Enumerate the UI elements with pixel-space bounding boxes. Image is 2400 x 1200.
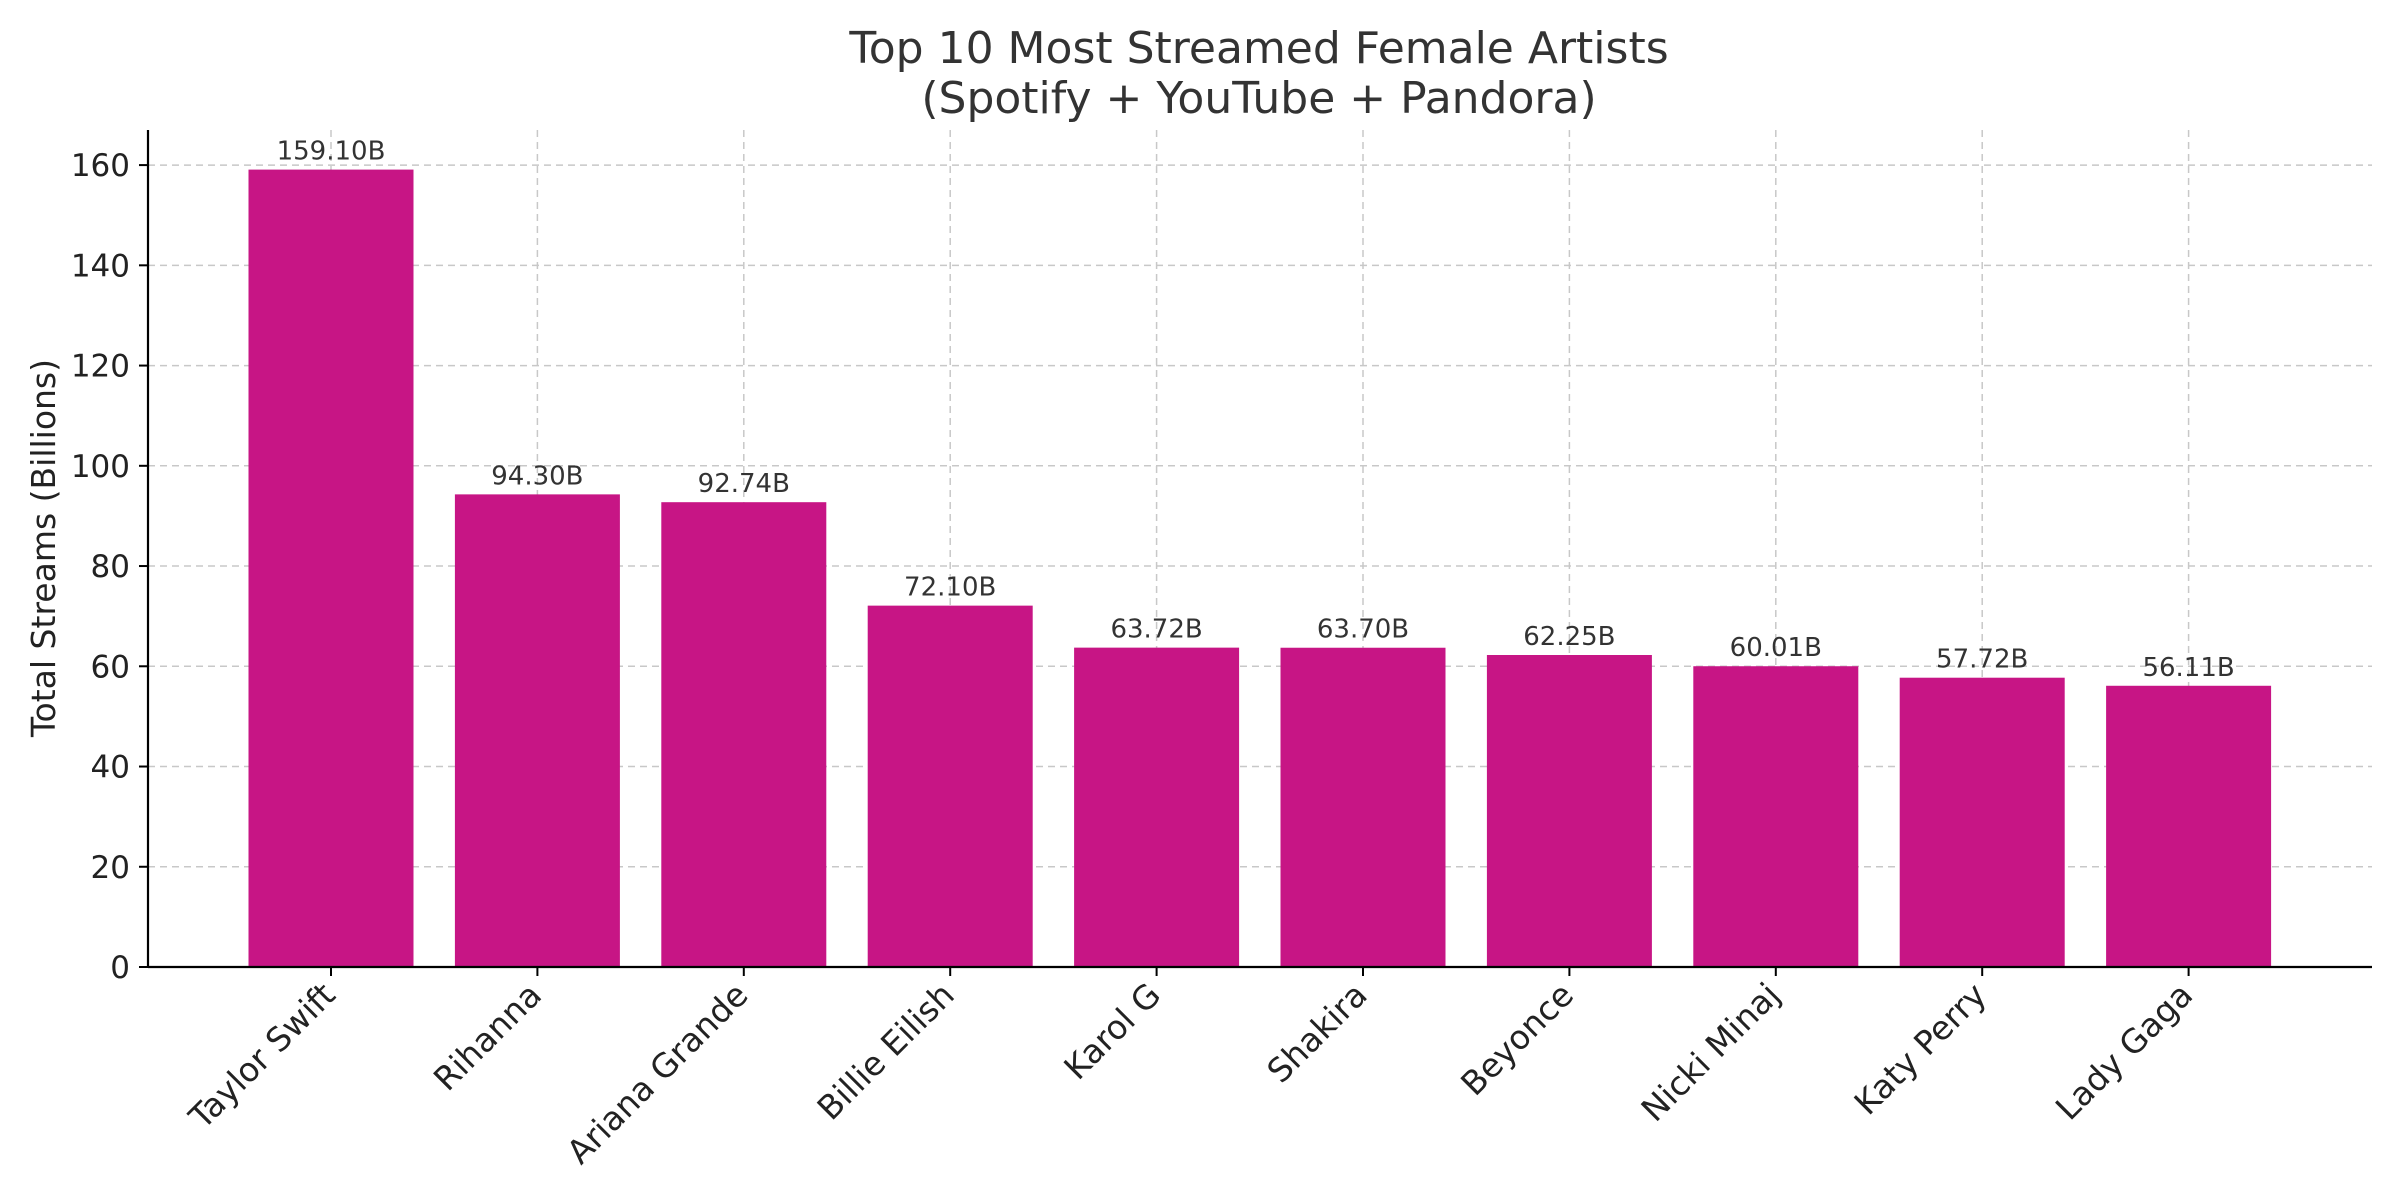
chart-title-line-1: Top 10 Most Streamed Female Artists	[848, 23, 1668, 74]
axes	[146, 130, 2372, 969]
x-tick-label: Beyonce	[1453, 975, 1581, 1103]
bar-value-label: 63.70B	[1317, 615, 1409, 645]
bar-value-label: 159.10B	[277, 137, 386, 167]
y-tick-label: 100	[71, 449, 130, 485]
x-tick-label: Billie Eilish	[809, 975, 961, 1127]
bar-value-label: 63.72B	[1110, 615, 1202, 645]
data-labels: 159.10B 94.30B 92.74B 72.10B 63.72B 63.70B 62.…	[277, 137, 2235, 683]
y-tick-label: 60	[91, 649, 130, 685]
x-tick-label: Shakira	[1259, 975, 1374, 1090]
bar	[661, 502, 827, 967]
chart-title-line-2: (Spotify + YouTube + Pandora)	[921, 73, 1596, 124]
bar	[454, 494, 620, 967]
bar	[1693, 666, 1859, 967]
bar-value-label: 57.72B	[1936, 645, 2028, 675]
x-tick-label: Katy Perry	[1847, 975, 1994, 1122]
bar	[1899, 677, 2065, 967]
y-tick-label: 80	[91, 549, 130, 585]
x-tick-label: Taylor Swift	[181, 975, 343, 1137]
x-tick-label: Karol G	[1056, 975, 1168, 1087]
y-tick-labels: 0 20 40 60 80 100 120 140 160	[71, 148, 148, 986]
bar	[1074, 647, 1240, 967]
bar-value-label: 94.30B	[491, 461, 583, 491]
bar-value-label: 72.10B	[904, 573, 996, 603]
bar	[867, 605, 1033, 967]
bars	[248, 169, 2272, 967]
y-tick-label: 0	[110, 950, 130, 986]
bar	[2106, 685, 2272, 967]
x-tick-label: Ariana Grande	[559, 975, 755, 1171]
x-tick-label: Nicki Minaj	[1634, 975, 1788, 1129]
bar-value-label: 60.01B	[1730, 633, 1822, 663]
bar	[1486, 655, 1652, 967]
bar-value-label: 92.74B	[698, 469, 790, 499]
bar-value-label: 62.25B	[1523, 622, 1615, 652]
bar	[248, 169, 414, 967]
y-tick-label: 40	[91, 750, 130, 786]
y-tick-label: 160	[71, 148, 130, 184]
y-tick-label: 20	[91, 850, 130, 886]
x-tick-label: Rihanna	[426, 975, 549, 1098]
bar	[1280, 647, 1446, 967]
bar-value-label: 56.11B	[2142, 653, 2234, 683]
y-axis-label: Total Streams (Billions)	[24, 359, 63, 738]
x-tick-label: Lady Gaga	[2048, 975, 2200, 1127]
y-tick-label: 140	[71, 248, 130, 284]
x-tick-labels: Taylor Swift Rihanna Ariana Grande Billie E…	[181, 967, 2200, 1171]
y-tick-label: 120	[71, 349, 130, 385]
